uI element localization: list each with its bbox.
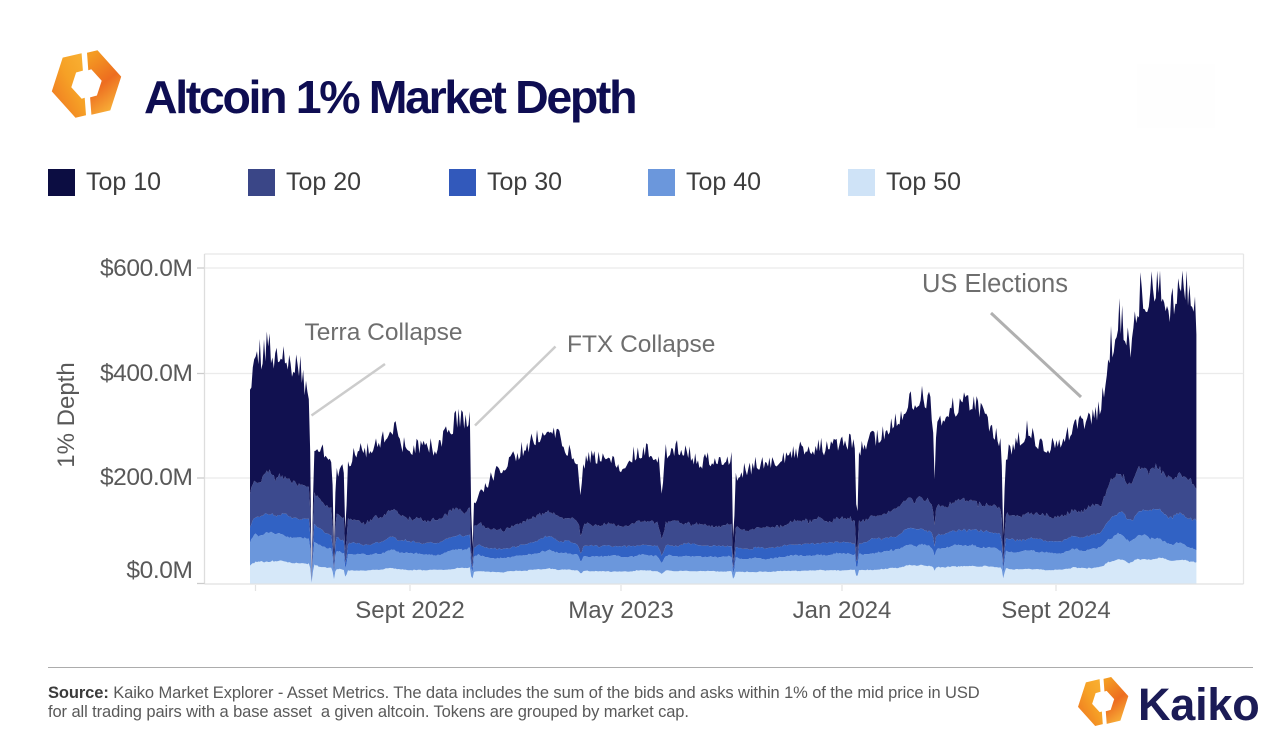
svg-text:Kaiko: Kaiko	[1138, 679, 1260, 730]
